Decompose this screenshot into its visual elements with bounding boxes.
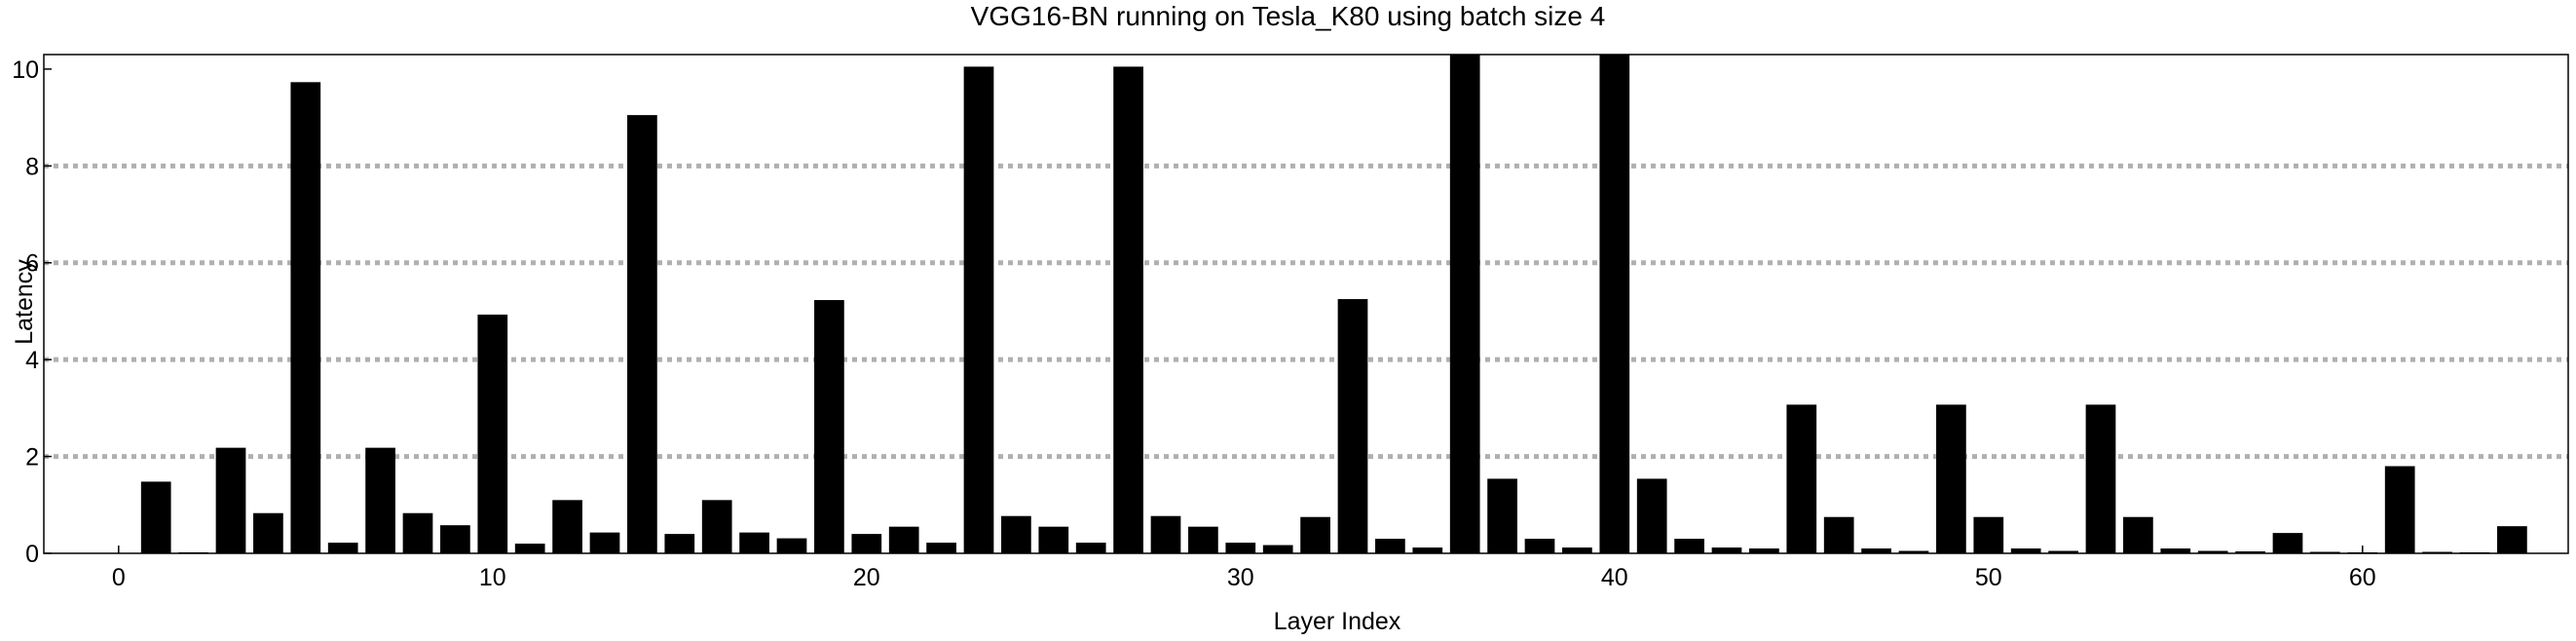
x-tick-label: 50 (1975, 564, 2002, 591)
plot-frame (43, 54, 2569, 554)
bar (814, 300, 844, 553)
bar (477, 314, 508, 553)
chart-title: VGG16-BN running on Tesla_K80 using batc… (970, 1, 1606, 31)
bar (1150, 515, 1181, 553)
bar (2197, 550, 2228, 553)
bar (552, 500, 582, 553)
bar (365, 447, 395, 553)
bar (1898, 550, 1929, 553)
bar (440, 525, 470, 553)
x-tick-label: 20 (853, 564, 880, 591)
x-tick-label: 30 (1227, 564, 1254, 591)
bar (1711, 547, 1742, 553)
y-tick-label: 2 (25, 444, 39, 471)
bar (215, 447, 246, 553)
bar (1636, 478, 1667, 553)
bar (776, 538, 807, 553)
bar (2160, 548, 2191, 553)
bar (1562, 547, 1592, 553)
bar (1412, 547, 1443, 553)
bar (1861, 548, 1891, 553)
bar (253, 512, 283, 553)
y-tick-label: 4 (25, 347, 39, 374)
bar (2272, 533, 2303, 553)
y-tick-label: 8 (25, 153, 39, 180)
bar (2123, 516, 2153, 553)
bar (514, 544, 545, 553)
bar (402, 512, 433, 553)
x-axis-label: Layer Index (1273, 608, 1401, 635)
bar (140, 481, 171, 553)
bars (140, 55, 2527, 553)
bar (327, 543, 358, 553)
x-tick-label: 60 (2349, 564, 2376, 591)
bar (1038, 526, 1069, 553)
bar (1936, 404, 1966, 553)
bar (589, 532, 620, 553)
bar (963, 66, 994, 553)
bar (1300, 516, 1330, 553)
axis-ticks: 0 10 20 30 40 50 60 0 2 4 6 8 10 (12, 57, 2376, 591)
bar (627, 115, 657, 553)
bar (1075, 543, 1106, 553)
bar (2010, 548, 2041, 553)
x-tick-label: 10 (479, 564, 506, 591)
bar (2384, 466, 2415, 553)
bar (2048, 550, 2078, 553)
y-tick-label: 0 (25, 541, 39, 568)
bar (1262, 545, 1293, 553)
bar (1449, 55, 1480, 553)
bar (888, 526, 919, 553)
bar (1823, 516, 1854, 553)
bar (2085, 404, 2116, 553)
bar (2235, 551, 2265, 553)
bar (1487, 478, 1517, 553)
bar (1599, 55, 1630, 553)
bar (1375, 539, 1405, 553)
y-tick-label: 6 (25, 250, 39, 278)
bar (1786, 404, 1817, 553)
bar (1674, 539, 1704, 553)
bar (926, 543, 956, 553)
y-axis-label: Latency (11, 259, 38, 345)
y-tick-label: 10 (12, 57, 39, 84)
bar (2497, 526, 2527, 553)
bar (1524, 539, 1555, 553)
bar (1001, 515, 1031, 553)
bar (701, 500, 732, 553)
bar (1188, 526, 1218, 553)
bar (1337, 299, 1368, 553)
bar (1749, 548, 1779, 553)
gridlines (44, 163, 2568, 460)
bar (739, 532, 769, 553)
x-tick-label: 0 (112, 564, 126, 591)
bar (851, 534, 882, 553)
x-tick-label: 40 (1601, 564, 1628, 591)
bar (664, 534, 695, 553)
bar (1113, 66, 1143, 553)
bar (290, 82, 321, 553)
